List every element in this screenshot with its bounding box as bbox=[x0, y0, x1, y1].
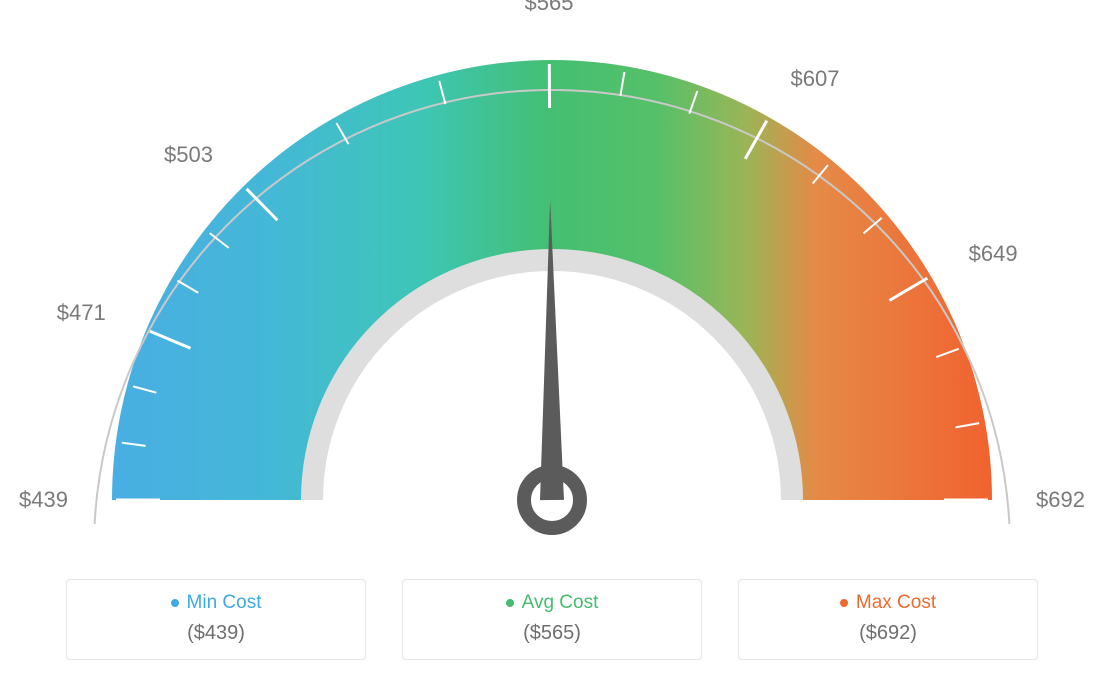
legend-row: Min Cost ($439) Avg Cost ($565) Max Cost… bbox=[0, 579, 1104, 660]
legend-box-max: Max Cost ($692) bbox=[738, 579, 1038, 660]
legend-value-avg: ($565) bbox=[403, 622, 701, 645]
legend-box-avg: Avg Cost ($565) bbox=[402, 579, 702, 660]
legend-value-max: ($692) bbox=[739, 622, 1037, 645]
legend-label-min: Min Cost bbox=[187, 592, 262, 614]
gauge-tick-label: $565 bbox=[525, 0, 574, 16]
cost-gauge-chart: $439 $471 $503 $565 $607 $649 $692 bbox=[0, 0, 1104, 560]
legend-dot-min bbox=[171, 599, 179, 607]
gauge-tick-label: $471 bbox=[57, 300, 106, 326]
legend-box-min: Min Cost ($439) bbox=[66, 579, 366, 660]
legend-dot-max bbox=[840, 599, 848, 607]
gauge-tick-label: $503 bbox=[164, 142, 213, 168]
legend-label-max: Max Cost bbox=[856, 592, 936, 614]
legend-title-max: Max Cost bbox=[840, 592, 936, 614]
legend-title-min: Min Cost bbox=[171, 592, 262, 614]
gauge-tick-label: $439 bbox=[19, 487, 68, 513]
legend-title-avg: Avg Cost bbox=[506, 592, 599, 614]
legend-label-avg: Avg Cost bbox=[522, 592, 599, 614]
gauge-svg bbox=[0, 0, 1104, 560]
gauge-tick-label: $607 bbox=[791, 66, 840, 92]
legend-dot-avg bbox=[506, 599, 514, 607]
gauge-tick-label: $649 bbox=[969, 241, 1018, 267]
legend-value-min: ($439) bbox=[67, 622, 365, 645]
gauge-tick-label: $692 bbox=[1036, 487, 1085, 513]
